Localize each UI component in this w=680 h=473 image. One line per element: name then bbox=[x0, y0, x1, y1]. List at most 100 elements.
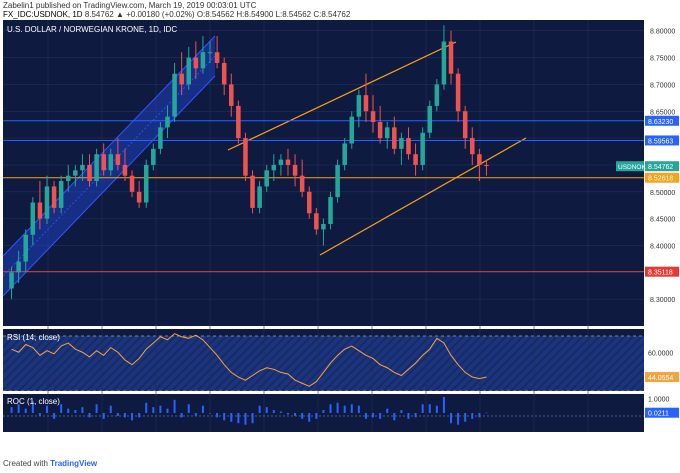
roc-bar bbox=[194, 413, 197, 416]
roc-bar bbox=[45, 405, 48, 413]
horizontal-levels[interactable] bbox=[3, 120, 644, 273]
level-tag-bg bbox=[645, 115, 679, 126]
candle-body bbox=[406, 138, 411, 155]
symbol-tag-bg bbox=[616, 161, 644, 172]
candle-body bbox=[207, 52, 213, 54]
roc-bar bbox=[372, 413, 375, 418]
candle-body bbox=[101, 154, 106, 171]
candle-body bbox=[321, 224, 326, 230]
rsi-title: RSI (14, close) bbox=[7, 333, 60, 342]
candle-body bbox=[94, 154, 99, 182]
price-tick-label: 8.80000 bbox=[650, 29, 675, 36]
time-axis[interactable] bbox=[3, 432, 644, 446]
candle-body bbox=[229, 84, 234, 106]
roc-bar bbox=[53, 413, 56, 419]
roc-bar bbox=[279, 411, 282, 413]
roc-bar bbox=[272, 410, 275, 413]
roc-bar bbox=[421, 404, 424, 413]
roc-last-tag: 0.0211 bbox=[648, 411, 669, 418]
price-tick-label: 8.40000 bbox=[650, 243, 675, 250]
roc-bar bbox=[216, 413, 219, 418]
candle-body bbox=[278, 159, 284, 165]
roc-bar bbox=[471, 413, 474, 419]
candle-body bbox=[356, 95, 362, 117]
roc-bar bbox=[230, 413, 233, 422]
candle-body bbox=[384, 127, 390, 139]
roc-bars bbox=[10, 396, 488, 425]
level-tag: 8.35118 bbox=[648, 270, 673, 277]
candle-body bbox=[37, 202, 43, 219]
roc-bar bbox=[201, 405, 204, 413]
last-price-tag: 8.54762 bbox=[648, 164, 673, 171]
roc-bar bbox=[74, 410, 77, 413]
roc-bar bbox=[24, 408, 27, 413]
roc-bar bbox=[67, 408, 70, 413]
candle-body bbox=[214, 52, 220, 63]
candle-body bbox=[143, 164, 149, 203]
roc-last-tag-bg bbox=[645, 407, 679, 418]
roc-bar bbox=[152, 407, 155, 413]
roc-bar bbox=[251, 413, 254, 424]
roc-bar bbox=[10, 407, 13, 413]
roc-bar bbox=[386, 408, 389, 413]
candle-body bbox=[243, 138, 248, 176]
roc-bar bbox=[109, 405, 112, 413]
candle-body bbox=[51, 186, 57, 208]
tradingview-logo[interactable]: TradingView bbox=[50, 459, 98, 468]
candle-body bbox=[136, 191, 142, 203]
level-tag: 8.52618 bbox=[648, 176, 673, 183]
candle-body bbox=[23, 234, 28, 262]
price-axis[interactable] bbox=[644, 18, 680, 455]
orange-ascending-channel[interactable] bbox=[227, 41, 527, 256]
roc-bar bbox=[343, 405, 346, 413]
price-tick-label: 8.30000 bbox=[650, 297, 675, 304]
rsi-last-tag-bg bbox=[645, 372, 679, 383]
candle-body bbox=[186, 57, 192, 85]
chart-canvas[interactable]: 8.300008.350008.400008.450008.500008.550… bbox=[0, 18, 680, 455]
candle-body bbox=[165, 116, 170, 128]
candle-body bbox=[250, 175, 255, 208]
rsi-band bbox=[3, 336, 644, 392]
candle-body bbox=[257, 186, 262, 208]
candle-body bbox=[448, 41, 454, 74]
candle-body bbox=[129, 175, 135, 192]
level-tag-bg bbox=[645, 266, 679, 277]
roc-bar bbox=[166, 408, 169, 413]
footer: Created with TradingView bbox=[3, 459, 97, 468]
roc-bar bbox=[379, 413, 382, 419]
roc-bar bbox=[407, 413, 410, 419]
candle-body bbox=[44, 186, 50, 219]
candle-body bbox=[115, 154, 121, 165]
candle-body bbox=[413, 154, 418, 165]
roc-bar bbox=[457, 413, 460, 425]
roc-bar bbox=[116, 413, 119, 416]
roc-bar bbox=[400, 410, 403, 413]
roc-bar bbox=[17, 404, 20, 413]
last-price-tag-bg bbox=[645, 161, 679, 172]
candle-body bbox=[73, 170, 78, 176]
rsi-last-tag: 44.0554 bbox=[648, 375, 673, 382]
roc-bar bbox=[485, 412, 488, 414]
candle-body bbox=[16, 261, 21, 273]
candle-body bbox=[370, 111, 376, 122]
roc-tick-label-bg bbox=[645, 393, 679, 404]
rsi-line bbox=[11, 333, 487, 387]
candle-body bbox=[179, 73, 184, 85]
roc-bar bbox=[442, 396, 445, 413]
roc-bar bbox=[60, 404, 63, 413]
symbol-label[interactable]: FX_IDC:USDNOK, 1D bbox=[3, 10, 83, 19]
roc-bar bbox=[357, 405, 360, 413]
roc-bar bbox=[237, 413, 240, 424]
price-tick-label: 8.70000 bbox=[650, 82, 675, 89]
price-axis-tags: 8.63230 8.59563 8.52618 8.35118 8.54762USDNO… bbox=[616, 115, 679, 418]
candle-body bbox=[314, 213, 319, 230]
candle-body bbox=[58, 181, 64, 208]
roc-bar bbox=[478, 413, 481, 418]
roc-bar bbox=[294, 413, 297, 416]
roc-bar bbox=[145, 402, 148, 413]
roc-bar bbox=[244, 413, 247, 425]
candle-body bbox=[434, 84, 440, 106]
roc-bar bbox=[131, 413, 134, 421]
roc-bar bbox=[329, 404, 332, 413]
roc-bar bbox=[315, 413, 318, 419]
